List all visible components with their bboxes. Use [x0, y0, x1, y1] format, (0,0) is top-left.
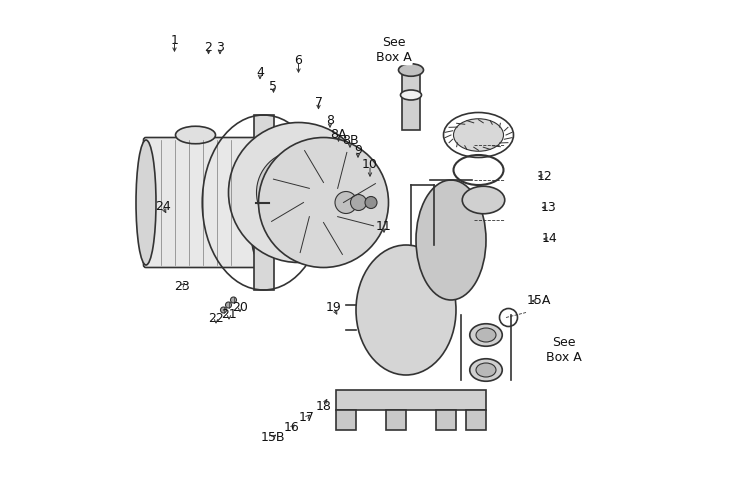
- Circle shape: [284, 178, 313, 206]
- FancyBboxPatch shape: [144, 138, 259, 268]
- Ellipse shape: [453, 118, 504, 151]
- Text: 16: 16: [284, 421, 300, 434]
- Circle shape: [220, 307, 226, 313]
- Circle shape: [244, 171, 250, 177]
- Ellipse shape: [136, 140, 156, 265]
- Circle shape: [231, 297, 236, 303]
- Circle shape: [259, 138, 389, 268]
- Circle shape: [350, 194, 366, 210]
- Ellipse shape: [476, 328, 496, 342]
- Ellipse shape: [476, 363, 496, 377]
- Circle shape: [365, 196, 377, 208]
- Ellipse shape: [462, 186, 505, 214]
- Circle shape: [226, 302, 232, 308]
- Circle shape: [244, 228, 250, 234]
- Text: 3: 3: [216, 41, 224, 54]
- Ellipse shape: [356, 245, 456, 375]
- Text: 1: 1: [171, 34, 178, 46]
- Bar: [436, 410, 456, 430]
- Text: 11: 11: [376, 220, 392, 232]
- Text: 10: 10: [362, 158, 378, 172]
- Text: 7: 7: [314, 96, 323, 109]
- Ellipse shape: [470, 359, 502, 381]
- Text: 17: 17: [299, 411, 315, 424]
- Text: 15B: 15B: [261, 431, 285, 444]
- Bar: [402, 70, 420, 130]
- Bar: [336, 410, 356, 430]
- Ellipse shape: [175, 126, 216, 144]
- Text: 13: 13: [541, 201, 556, 214]
- Polygon shape: [336, 390, 486, 410]
- Text: 8: 8: [326, 114, 334, 128]
- Text: 23: 23: [174, 280, 190, 292]
- Text: 8B: 8B: [341, 134, 358, 147]
- Text: 22: 22: [208, 312, 224, 326]
- Text: See
Box A: See Box A: [546, 336, 581, 364]
- Ellipse shape: [470, 324, 502, 346]
- Ellipse shape: [416, 180, 486, 300]
- Circle shape: [335, 192, 357, 214]
- Ellipse shape: [401, 90, 422, 100]
- Text: 19: 19: [326, 301, 341, 314]
- Ellipse shape: [250, 150, 262, 256]
- Text: 18: 18: [316, 400, 332, 412]
- Text: 6: 6: [295, 54, 302, 68]
- Circle shape: [277, 171, 283, 177]
- Text: 12: 12: [537, 170, 553, 182]
- Text: 15A: 15A: [526, 294, 550, 308]
- Circle shape: [277, 228, 283, 234]
- Text: See
Box A: See Box A: [376, 36, 411, 64]
- Text: 20: 20: [232, 301, 248, 314]
- Text: 24: 24: [155, 200, 171, 212]
- Text: 14: 14: [542, 232, 558, 245]
- Text: 9: 9: [354, 144, 362, 158]
- Bar: [386, 410, 406, 430]
- Ellipse shape: [399, 64, 423, 76]
- Bar: [253, 115, 274, 290]
- Text: 5: 5: [269, 80, 277, 92]
- Text: 8A: 8A: [330, 128, 347, 141]
- Text: 4: 4: [256, 66, 264, 79]
- Circle shape: [256, 150, 341, 234]
- Text: 2: 2: [205, 41, 212, 54]
- Circle shape: [229, 122, 368, 262]
- Text: 21: 21: [221, 308, 237, 322]
- Bar: [466, 410, 486, 430]
